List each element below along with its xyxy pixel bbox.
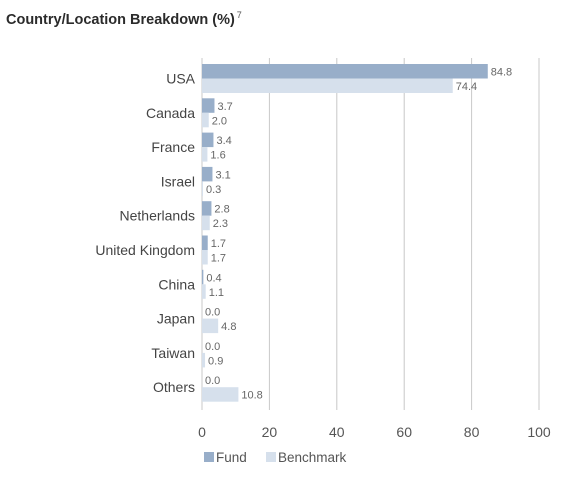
chart-title-text: Country/Location Breakdown (%) [6,11,235,28]
legend: Fund Benchmark [204,450,347,465]
benchmark-bar [202,78,453,93]
bars: 84.8 74.4 3.7 2.0 3.4 1.6 3.1 0.3 2.8 2.3 1.7 1.7 0.… [202,64,512,402]
fund-bar [202,132,214,148]
x-tick-label: 0 [198,424,206,440]
benchmark-bar [202,352,206,368]
category-label: United Kingdom [95,242,195,258]
x-tick-label: 100 [527,424,551,440]
benchmark-value-label: 1.1 [209,287,224,299]
title-footnote-marker: 7 [236,10,242,20]
legend-label-benchmark: Benchmark [278,450,347,465]
x-axis-ticks: 0 20 40 60 80 100 [198,424,551,440]
category-label: Others [153,379,195,395]
benchmark-value-label: 4.8 [221,321,236,333]
fund-value-label: 84.8 [491,67,512,79]
fund-bar [202,64,488,79]
category-label: Canada [146,105,195,121]
benchmark-bar [202,147,208,162]
category-label: Taiwan [151,345,195,361]
benchmark-value-label: 0.9 [208,355,223,367]
gridlines [201,58,540,410]
legend-label-fund: Fund [216,450,247,465]
benchmark-bar [202,250,208,265]
benchmark-value-label: 1.7 [211,253,226,265]
benchmark-value-label: 74.4 [456,81,477,93]
category-label: France [151,139,195,155]
fund-value-label: 0.4 [206,272,221,284]
fund-value-label: 3.4 [216,135,231,147]
category-label: China [158,276,195,292]
fund-bar [202,235,208,250]
fund-value-label: 2.8 [214,204,229,216]
benchmark-bar [202,215,210,231]
category-label: USA [166,71,195,87]
fund-bar [202,98,215,113]
category-label: Netherlands [120,208,196,224]
category-labels: USA Canada France Israel Netherlands United K… [95,71,195,396]
x-tick-label: 60 [396,424,412,440]
benchmark-value-label: 10.8 [241,390,262,402]
fund-bar [202,269,204,285]
benchmark-value-label: 0.3 [206,184,221,196]
fund-value-label: 3.1 [215,169,230,181]
benchmark-bar [202,284,206,299]
chart-title: Country/Location Breakdown (%) 7 [6,10,242,28]
fund-bar [202,201,212,216]
benchmark-value-label: 2.3 [213,218,228,230]
x-tick-label: 80 [464,424,480,440]
legend-swatch-fund [204,452,214,462]
category-label: Israel [161,173,195,189]
fund-value-label: 1.7 [211,238,226,250]
benchmark-bar [202,318,219,334]
fund-value-label: 0.0 [205,307,220,319]
legend-swatch-benchmark [266,452,276,462]
fund-bar [202,166,213,182]
fund-value-label: 3.7 [217,101,232,113]
benchmark-bar [202,181,204,196]
category-label: Japan [157,311,195,327]
benchmark-value-label: 2.0 [212,115,227,127]
fund-value-label: 0.0 [205,375,220,387]
fund-value-label: 0.0 [205,341,220,353]
benchmark-bar [202,112,209,128]
benchmark-bar [202,387,239,402]
benchmark-value-label: 1.6 [210,150,225,162]
x-tick-label: 20 [262,424,278,440]
x-tick-label: 40 [329,424,345,440]
